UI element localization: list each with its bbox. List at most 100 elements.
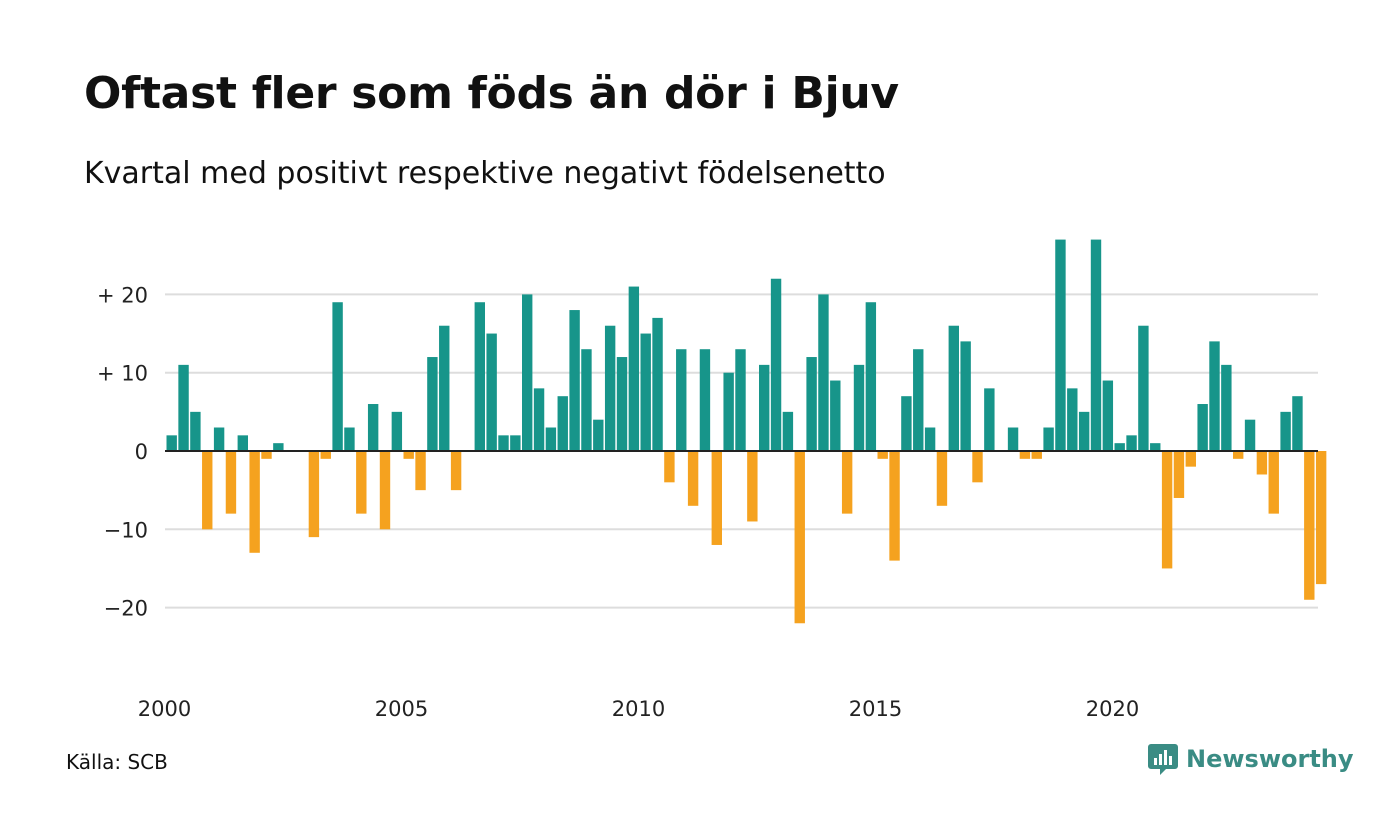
bar-positive — [581, 349, 592, 451]
bar-positive — [924, 427, 936, 451]
bar-negative — [794, 451, 805, 624]
bar-negative — [308, 451, 320, 538]
source-note: Källa: SCB — [66, 750, 168, 774]
bar-positive — [557, 396, 568, 451]
bar-positive — [616, 357, 628, 451]
bar-negative — [841, 451, 853, 514]
bar-negative — [1304, 451, 1315, 600]
bar-negative — [202, 451, 213, 530]
bar-positive — [1007, 427, 1019, 451]
bar-positive — [652, 317, 663, 451]
bar-negative — [1256, 451, 1268, 475]
bar-positive — [344, 427, 355, 451]
bar-negative — [747, 451, 758, 522]
bar-positive — [830, 380, 841, 451]
bar-positive — [735, 349, 746, 451]
bar-positive — [1221, 364, 1232, 451]
x-tick-label: 2010 — [612, 697, 665, 721]
bar-positive — [1150, 443, 1161, 451]
bar-positive — [237, 435, 248, 451]
bar-positive — [640, 333, 651, 451]
y-tick-label: −20 — [104, 597, 148, 621]
bar-positive — [439, 325, 450, 451]
bar-negative — [1173, 451, 1185, 498]
bar-positive — [190, 411, 201, 451]
y-tick-label: + 10 — [97, 362, 148, 386]
bar-positive — [1280, 411, 1291, 451]
bar-positive — [1209, 341, 1220, 451]
bar-positive — [367, 404, 379, 451]
bar-negative — [889, 451, 900, 561]
bar-positive — [984, 388, 995, 451]
bar-positive — [1102, 380, 1114, 451]
bar-positive — [1138, 325, 1149, 451]
bar-positive — [913, 349, 924, 451]
bar-positive — [213, 427, 225, 451]
x-tick-label: 2005 — [375, 697, 428, 721]
bar-negative — [711, 451, 722, 545]
bar-positive — [770, 278, 782, 451]
bar-negative — [1315, 451, 1327, 585]
bar-positive — [1244, 419, 1256, 451]
bar-positive — [474, 302, 485, 451]
y-tick-label: −10 — [104, 518, 148, 542]
bar-positive — [533, 388, 545, 451]
bar-positive — [604, 325, 616, 451]
bar-negative — [379, 451, 391, 530]
bar-positive — [391, 411, 403, 451]
bar-positive — [676, 349, 687, 451]
bar-positive — [545, 427, 557, 451]
bar-negative — [320, 451, 331, 459]
bar-positive — [1043, 427, 1054, 451]
bar-negative — [1185, 451, 1196, 467]
bar-positive — [569, 310, 580, 451]
bar-positive — [1055, 239, 1066, 451]
bar-positive — [818, 294, 829, 451]
bar-positive — [498, 435, 509, 451]
bar-negative — [664, 451, 675, 483]
x-tick-label: 2020 — [1086, 697, 1139, 721]
bar-positive — [853, 364, 865, 451]
y-tick-label: + 20 — [97, 283, 148, 307]
bar-negative — [1233, 451, 1244, 459]
bar-negative — [1161, 451, 1173, 569]
bar-positive — [332, 302, 343, 451]
bar-negative — [415, 451, 426, 491]
bar-negative — [1031, 451, 1042, 459]
bar-positive — [1114, 443, 1125, 451]
bar-positive — [510, 435, 521, 451]
bar-positive — [1126, 435, 1137, 451]
bar-negative — [687, 451, 699, 506]
bar-positive — [1292, 396, 1303, 451]
bar-negative — [936, 451, 948, 506]
bar-negative — [261, 451, 272, 459]
bar-positive — [723, 372, 734, 451]
bar-positive — [273, 443, 284, 451]
bar-positive — [486, 333, 497, 451]
bar-positive — [759, 364, 770, 451]
chart-title: Oftast fler som föds än dör i Bjuv — [84, 68, 899, 119]
bar-positive — [699, 349, 711, 451]
bar-positive — [1078, 411, 1090, 451]
bar-positive — [1067, 388, 1078, 451]
bar-positive — [1090, 239, 1102, 451]
bar-negative — [403, 451, 414, 459]
bar-positive — [948, 325, 959, 451]
bar-positive — [865, 302, 877, 451]
x-tick-label: 2015 — [849, 697, 902, 721]
y-tick-label: 0 — [135, 440, 148, 464]
bar-negative — [877, 451, 888, 459]
bar-negative — [450, 451, 462, 491]
bar-positive — [782, 411, 794, 451]
bar-positive — [593, 419, 604, 451]
grid-lines — [165, 293, 1318, 609]
bar-negative — [225, 451, 237, 514]
bar-positive — [522, 294, 533, 451]
y-axis-tick-labels: + 20 + 10 0 −10 −20 — [97, 283, 148, 620]
bar-negative — [1268, 451, 1279, 514]
x-tick-label: 2000 — [138, 697, 191, 721]
newsworthy-chat-chart-icon — [1148, 744, 1178, 775]
bar-negative — [1019, 451, 1031, 459]
bar-negative — [972, 451, 983, 483]
